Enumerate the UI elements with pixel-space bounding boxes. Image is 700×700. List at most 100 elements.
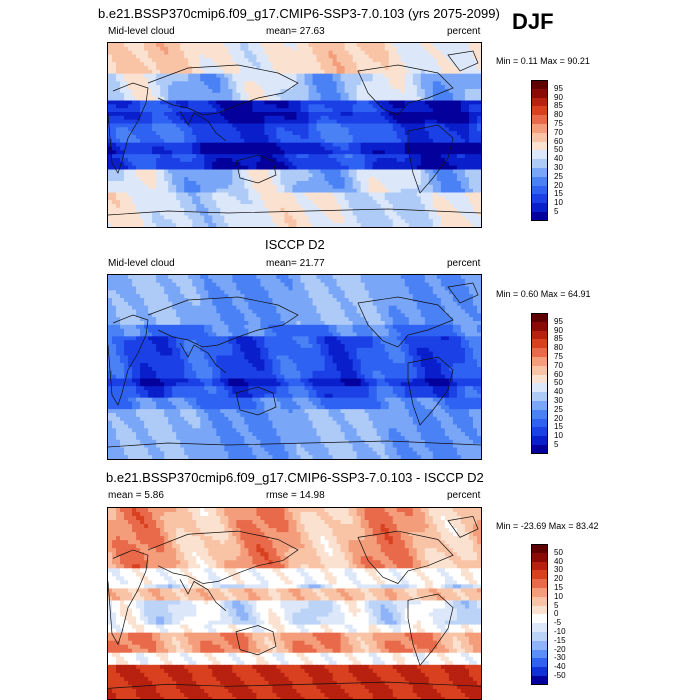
panel-1-units-label: percent <box>447 26 481 37</box>
colorbar-tick-label: -30 <box>554 653 566 663</box>
colorbar-tick-label: -40 <box>554 662 566 672</box>
panel-3-mean-label: mean = 5.86 <box>108 490 164 501</box>
colorbar-swatch <box>531 168 548 178</box>
coastline <box>235 386 277 416</box>
colorbar-tick-label: 15 <box>554 189 563 199</box>
panel-2-units-label: percent <box>447 258 481 269</box>
panel-3-map <box>107 507 482 700</box>
colorbar-swatch <box>531 640 548 651</box>
colorbar-tick-label: 30 <box>554 396 563 405</box>
panel-2-variable-label: Mid-level cloud <box>108 258 175 269</box>
panel-3-units-label: percent <box>447 490 481 501</box>
panel-1-title: b.e21.BSSP370cmip6.f09_g17.CMIP6-SSP3-7.… <box>98 6 500 21</box>
panel-2-min-max: Min = 0.60 Max = 64.91 <box>496 289 591 299</box>
colorbar-swatch <box>531 339 548 349</box>
colorbar-tick-label: 60 <box>554 369 563 379</box>
coastline <box>108 440 481 448</box>
colorbar-tick-label: 95 <box>554 83 563 93</box>
colorbar-swatch <box>531 409 548 420</box>
colorbar-swatch <box>531 150 548 160</box>
colorbar-tick-label: 15 <box>554 583 563 592</box>
panel-2-title: ISCCP D2 <box>265 237 325 252</box>
panel-2-contour-field <box>108 275 481 459</box>
colorbar-tick-label: 50 <box>554 145 563 155</box>
colorbar-swatch <box>531 401 548 411</box>
panel-1-map <box>107 42 482 228</box>
colorbar-tick-label: -20 <box>554 644 566 654</box>
colorbar-swatch <box>531 418 548 428</box>
colorbar-tick-label: 20 <box>554 413 563 423</box>
panel-1-min-max: Min = 0.11 Max = 90.21 <box>496 56 590 66</box>
colorbar-tick-label: 40 <box>554 154 563 164</box>
coastline <box>235 625 277 656</box>
colorbar-tick-label: -5 <box>554 618 562 628</box>
colorbar-tick-label: 25 <box>554 171 563 181</box>
panel-1-variable-label: Mid-level cloud <box>108 26 175 37</box>
coastline <box>108 208 481 216</box>
colorbar-tick-label: 10 <box>554 591 563 601</box>
colorbar-swatch <box>531 357 548 367</box>
colorbar-tick-label: 30 <box>554 163 563 172</box>
coastline <box>108 549 149 646</box>
coastline <box>407 593 454 667</box>
coastline <box>357 530 454 584</box>
colorbar-swatch <box>531 348 548 358</box>
colorbar-swatch <box>531 330 548 340</box>
colorbar-tick-label: 5 <box>554 207 559 216</box>
colorbar-tick-label: 85 <box>554 101 563 111</box>
colorbar-swatch <box>531 141 548 151</box>
colorbar-tick-label: -15 <box>554 635 566 645</box>
coastline <box>235 154 277 184</box>
colorbar-swatch <box>531 313 548 323</box>
colorbar-tick-label: 25 <box>554 404 563 414</box>
colorbar-tick-label: 20 <box>554 180 563 190</box>
panel-3-contour-field <box>108 508 481 699</box>
coastline <box>147 64 299 116</box>
colorbar-swatch <box>531 176 548 187</box>
colorbar-tick-label: 80 <box>554 110 563 120</box>
colorbar-tick-label: 70 <box>554 127 563 137</box>
colorbar-swatch <box>531 427 548 437</box>
colorbar-swatch <box>531 588 548 598</box>
colorbar-tick-label: 40 <box>554 387 563 397</box>
colorbar-tick-label: 50 <box>554 378 563 388</box>
colorbar-tick-label: 5 <box>554 600 559 610</box>
colorbar-swatch <box>531 159 548 169</box>
colorbar-tick-label: 90 <box>554 92 563 102</box>
coastline <box>357 296 454 348</box>
colorbar-swatch <box>531 115 548 125</box>
colorbar-swatch <box>531 579 548 589</box>
colorbar-swatch <box>531 561 548 571</box>
colorbar-swatch <box>531 445 548 455</box>
coastline <box>147 530 299 584</box>
colorbar-swatch <box>531 321 548 332</box>
colorbar-tick-label: 40 <box>554 556 563 566</box>
panel-3-title: b.e21.BSSP370cmip6.f09_g17.CMIP6-SSP3-7.… <box>106 470 484 485</box>
colorbar-swatch <box>531 124 548 134</box>
colorbar-swatch <box>531 392 548 402</box>
colorbar-swatch <box>531 97 548 107</box>
colorbar-tick-label: 80 <box>554 343 563 353</box>
colorbar-swatch <box>531 383 548 393</box>
coastline <box>179 342 227 374</box>
colorbar-tick-label: 10 <box>554 431 563 441</box>
coastline <box>447 282 479 304</box>
colorbar-swatch <box>531 544 548 554</box>
coastline <box>447 515 479 538</box>
colorbar-tick-label: 5 <box>554 440 559 449</box>
coastline <box>147 296 299 348</box>
colorbar-swatch <box>531 436 548 446</box>
coastline <box>179 110 227 142</box>
coastline <box>179 579 227 612</box>
coastline <box>108 82 149 174</box>
colorbar-tick-label: -50 <box>554 671 566 680</box>
colorbar-swatch <box>531 667 548 677</box>
colorbar-swatch <box>531 596 548 607</box>
colorbar-swatch <box>531 365 548 376</box>
colorbar-swatch <box>531 374 548 384</box>
coastline <box>108 314 149 406</box>
colorbar-tick-label: 70 <box>554 360 563 370</box>
coastline <box>407 124 454 194</box>
colorbar-swatch <box>531 212 548 222</box>
colorbar-swatch <box>531 106 548 116</box>
